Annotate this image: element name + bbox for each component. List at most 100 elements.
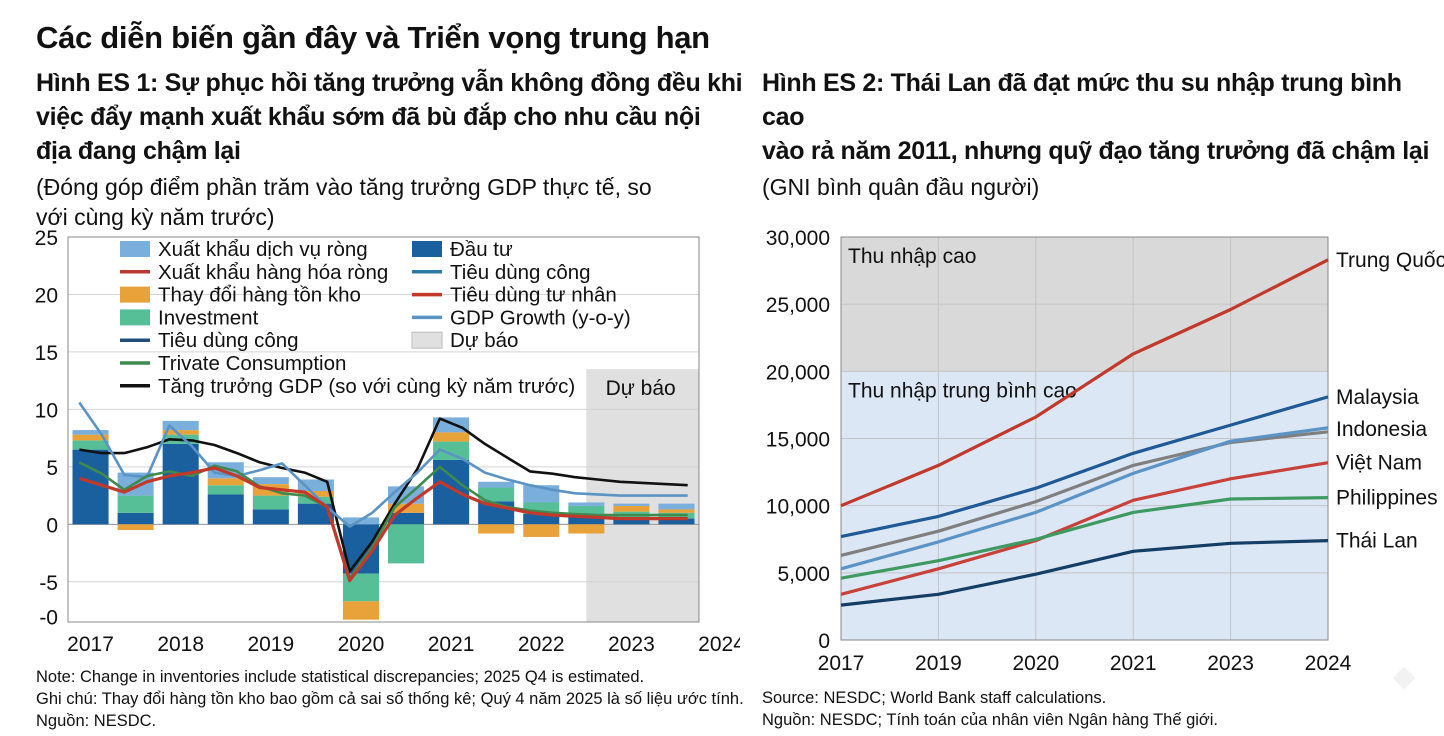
figure1-subtitle-line: với cùng kỳ năm trước) xyxy=(36,204,275,230)
legend-swatch xyxy=(120,286,150,303)
y-tick-label: 20,000 xyxy=(766,361,830,384)
bar-inventory xyxy=(72,434,109,441)
bar-net_services xyxy=(568,502,605,506)
line-private_consumption xyxy=(78,466,688,583)
series-end-label: Trung Quốc xyxy=(1336,249,1444,272)
bar-inventory xyxy=(207,478,244,486)
figure1-title: Hình ES 1: Sự phục hồi tăng trưởng vẫn k… xyxy=(36,66,756,168)
figure1-title-line: việc đẩy mạnh xuất khẩu sớm đã bù đắp ch… xyxy=(36,103,701,131)
x-tick-label: 2020 xyxy=(1012,652,1059,675)
bar-inventory xyxy=(658,509,695,513)
legend-label: Dự báo xyxy=(450,329,518,352)
bar-investment xyxy=(207,494,244,525)
bar-investment_green xyxy=(252,495,289,510)
bar-inventory xyxy=(342,601,379,620)
plot-frame xyxy=(67,236,700,623)
legend-label: GDP Growth (y-o-y) xyxy=(450,306,631,329)
figure1-title-line: địa đang chậm lại xyxy=(36,137,241,165)
bar-net_services xyxy=(72,430,109,435)
line-china xyxy=(840,258,1329,508)
y-tick-label: 0 xyxy=(818,630,830,653)
legend-label: Tiêu dùng công xyxy=(158,329,299,352)
bar-inventory xyxy=(433,432,470,442)
figure2-note-line: Nguồn: NESDC; Tính toán của nhân viên Ng… xyxy=(762,711,1218,729)
x-tick-label: 2021 xyxy=(428,633,475,656)
y-tick-label: 15,000 xyxy=(766,429,830,452)
page-title: Các diễn biến gần đây và Triển vọng trun… xyxy=(36,20,710,55)
series-end-label: Philippines xyxy=(1336,487,1438,510)
bar-investment xyxy=(613,518,650,525)
legend-label: Tiêu dùng tư nhân xyxy=(450,284,617,307)
x-tick-label: 2024 xyxy=(698,633,740,656)
bar-investment xyxy=(388,512,425,525)
line-thailand xyxy=(840,539,1329,607)
legend-label: Tiêu dùng công xyxy=(450,261,591,284)
line-malaysia xyxy=(840,395,1329,539)
legend-label: Tăng trưởng GDP (so với cùng kỳ năm trướ… xyxy=(158,375,575,398)
y-tick-label: 10,000 xyxy=(766,496,830,519)
x-tick-label: 2021 xyxy=(1110,652,1157,675)
legend-swatch xyxy=(120,241,150,257)
y-tick-label: 25 xyxy=(35,227,58,250)
line-philippines xyxy=(840,496,1329,580)
figure2-notes: Source: NESDC; World Bank staff calculat… xyxy=(762,687,1218,731)
bar-investment xyxy=(117,512,154,525)
legend-label: Investment xyxy=(158,306,259,329)
bar-investment_green xyxy=(568,505,605,518)
bar-net_services xyxy=(297,479,334,491)
y-tick-label: 5 xyxy=(46,457,58,480)
legend-swatch xyxy=(120,309,150,326)
bar-investment_green xyxy=(117,495,154,513)
x-tick-label: 2019 xyxy=(915,652,962,675)
legend-label: Xuất khẩu hàng hóa ròng xyxy=(158,261,388,284)
legend-label: Thay đổi hàng tồn kho xyxy=(158,284,361,307)
bar-investment xyxy=(297,503,334,525)
bar-net_services xyxy=(162,420,199,431)
bar-investment_green xyxy=(523,502,560,514)
y-tick-label: 5,000 xyxy=(777,563,830,586)
figure1-subtitle: (Đóng góp điểm phần trăm vào tăng trưởng… xyxy=(36,172,686,232)
bar-investment xyxy=(433,459,470,525)
y-tick-label: 20 xyxy=(35,284,58,307)
band-label: Thu nhập trung bình cao xyxy=(848,379,1077,402)
bar-inventory xyxy=(117,524,154,531)
x-tick-label: 2018 xyxy=(157,633,204,656)
bar-net_services xyxy=(613,503,650,506)
figure2-title-line: Hình ES 2: Thái Lan đã đạt mức thu su nh… xyxy=(762,69,1402,131)
band-label: Thu nhập cao xyxy=(848,245,976,268)
figure2-title-line: vào rả năm 2011, nhưng quỹ đạo tăng trưở… xyxy=(762,137,1430,165)
figure1-note-line: Nguồn: NESDC. xyxy=(36,712,157,730)
figure1-title-line: Hình ES 1: Sự phục hồi tăng trưởng vẫn k… xyxy=(36,69,743,97)
bar-investment xyxy=(523,513,560,525)
line-indonesia xyxy=(840,426,1329,571)
x-tick-label: 2023 xyxy=(608,633,655,656)
figure1-note-line: Note: Change in inventories include stat… xyxy=(36,668,645,686)
y-tick-label: 25,000 xyxy=(766,294,830,317)
x-tick-label: 2017 xyxy=(67,633,114,656)
series-end-label: Thái Lan xyxy=(1336,530,1418,553)
bar-net_services xyxy=(658,503,695,510)
figure2-title: Hình ES 2: Thái Lan đã đạt mức thu su nh… xyxy=(762,66,1442,168)
line-gdp xyxy=(79,417,688,573)
figure1-note-line: Ghi chú: Thay đổi hàng tồn kho bao gồm c… xyxy=(36,690,744,708)
bar-net_services xyxy=(478,481,515,488)
y-tick-label: 15 xyxy=(35,342,58,365)
forecast-label: Dự báo xyxy=(606,377,676,400)
plot-frame xyxy=(840,236,1329,641)
y-tick-label: 10 xyxy=(35,399,58,422)
figure2-subtitle: (GNI bình quân đầu người) xyxy=(762,174,1040,200)
x-tick-label: 2022 xyxy=(518,633,565,656)
series-end-label: Việt Nam xyxy=(1336,452,1422,475)
bar-inventory xyxy=(162,430,199,435)
line-gray_series xyxy=(840,430,1329,557)
x-tick-label: 2019 xyxy=(247,633,294,656)
figure2-chart: Thu nhập cao Thu nhập trung bình cao 30,00… xyxy=(766,227,1444,675)
bar-inventory xyxy=(523,524,560,537)
legend-label: Trivate Consumption xyxy=(158,352,346,375)
bar-investment xyxy=(568,517,605,525)
legend-swatch xyxy=(411,331,443,349)
legend-label: Xuất khẩu dịch vụ ròng xyxy=(158,238,368,261)
y-tick-label: 30,000 xyxy=(766,227,830,250)
bar-investment xyxy=(658,518,695,525)
figure1-chart: Dự báo 25 20 15 10 5 0 -5 -0 2017 2018 2019 2020 2021… xyxy=(35,227,740,656)
